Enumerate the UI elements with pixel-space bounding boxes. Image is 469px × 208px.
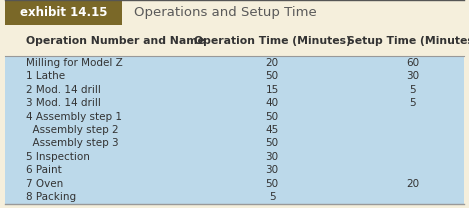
Text: Operation Time (Minutes): Operation Time (Minutes)	[194, 36, 350, 46]
Text: 4 Assembly step 1: 4 Assembly step 1	[26, 111, 122, 121]
FancyBboxPatch shape	[5, 56, 464, 204]
Text: 5: 5	[409, 85, 416, 95]
Text: Operation Number and Name: Operation Number and Name	[26, 36, 204, 46]
Text: Assembly step 3: Assembly step 3	[26, 139, 118, 149]
Text: 20: 20	[406, 179, 419, 189]
Text: 50: 50	[265, 179, 279, 189]
Text: exhibit 14.15: exhibit 14.15	[20, 6, 107, 19]
Text: 50: 50	[265, 71, 279, 81]
Text: 8 Packing: 8 Packing	[26, 192, 76, 202]
Text: 30: 30	[265, 165, 279, 175]
Text: 45: 45	[265, 125, 279, 135]
Text: 60: 60	[406, 58, 419, 68]
Text: 50: 50	[265, 111, 279, 121]
Text: 40: 40	[265, 98, 279, 108]
Text: 30: 30	[265, 152, 279, 162]
FancyBboxPatch shape	[5, 0, 122, 25]
Text: Operations and Setup Time: Operations and Setup Time	[134, 6, 317, 19]
Text: 2 Mod. 14 drill: 2 Mod. 14 drill	[26, 85, 101, 95]
Text: 5: 5	[269, 192, 275, 202]
Text: 5 Inspection: 5 Inspection	[26, 152, 90, 162]
Text: 30: 30	[406, 71, 419, 81]
Text: 1 Lathe: 1 Lathe	[26, 71, 65, 81]
Text: 5: 5	[409, 98, 416, 108]
Text: 3 Mod. 14 drill: 3 Mod. 14 drill	[26, 98, 101, 108]
Text: 15: 15	[265, 85, 279, 95]
Text: Assembly step 2: Assembly step 2	[26, 125, 118, 135]
Text: 7 Oven: 7 Oven	[26, 179, 63, 189]
Text: 6 Paint: 6 Paint	[26, 165, 61, 175]
Text: 20: 20	[265, 58, 279, 68]
Text: Milling for Model Z: Milling for Model Z	[26, 58, 122, 68]
Text: 50: 50	[265, 139, 279, 149]
Text: Setup Time (Minutes): Setup Time (Minutes)	[347, 36, 469, 46]
